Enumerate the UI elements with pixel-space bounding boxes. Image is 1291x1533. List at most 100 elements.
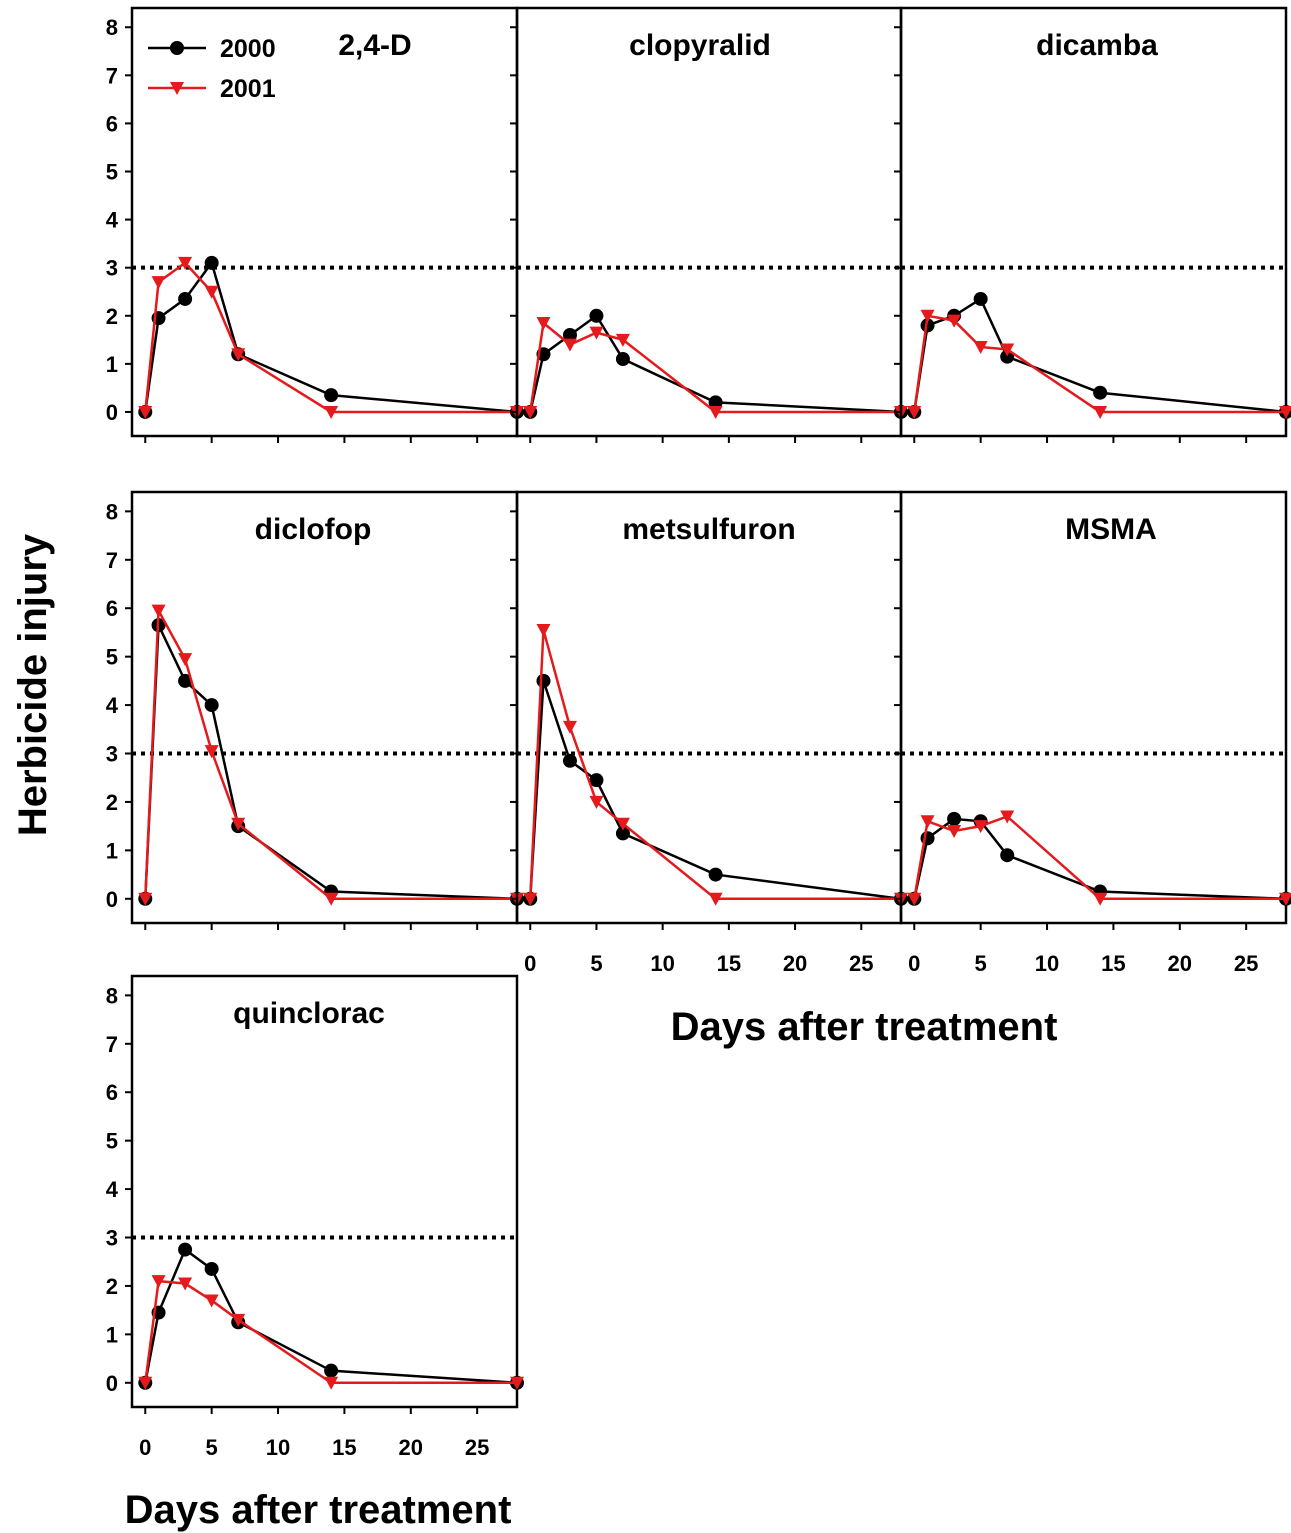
point-2001 bbox=[947, 314, 962, 328]
x-tick-label: 20 bbox=[399, 1435, 423, 1460]
chart-panels: 0 1 2 3 4 5 6 7 8 2,4-D clopyralid dicamba 0 1 2 3 4 5 6 7 8… bbox=[106, 6, 1291, 1460]
y-tick-label: 1 bbox=[106, 838, 118, 863]
y-tick-label: 6 bbox=[106, 1080, 118, 1105]
panel-title: MSMA bbox=[1065, 513, 1157, 546]
point-2001 bbox=[1093, 892, 1108, 906]
point-2001 bbox=[1279, 405, 1291, 419]
point-2001 bbox=[231, 1313, 246, 1327]
x-tick-label: 20 bbox=[1168, 951, 1192, 976]
point-2001 bbox=[231, 348, 246, 362]
y-tick-label: 7 bbox=[106, 548, 118, 573]
legend-label-2000: 2000 bbox=[220, 35, 276, 63]
point-2001 bbox=[151, 1275, 166, 1289]
y-tick-label: 2 bbox=[106, 790, 118, 815]
y-axis-title: Herbicide injury bbox=[11, 533, 55, 836]
point-2001 bbox=[324, 405, 339, 419]
point-2001 bbox=[536, 624, 551, 638]
x-tick-label: 5 bbox=[206, 1435, 218, 1460]
point-2001 bbox=[907, 892, 922, 906]
point-2001 bbox=[204, 285, 219, 299]
point-2001 bbox=[324, 1376, 339, 1390]
panel-frame bbox=[130, 974, 519, 1409]
point-2001 bbox=[324, 892, 339, 906]
x-tick-label: 10 bbox=[1035, 951, 1059, 976]
y-tick-label: 4 bbox=[106, 208, 119, 233]
series-line-2000 bbox=[144, 624, 518, 901]
x-tick-label: 15 bbox=[1101, 951, 1125, 976]
y-tick-label: 6 bbox=[106, 111, 118, 136]
x-axis-title-top: Days after treatment bbox=[671, 1005, 1058, 1049]
panel-title: clopyralid bbox=[629, 29, 771, 62]
panel-frame bbox=[515, 6, 903, 438]
y-tick-label: 8 bbox=[106, 983, 118, 1008]
y-tick-label: 0 bbox=[106, 400, 118, 425]
point-2000 bbox=[324, 1363, 339, 1378]
point-2001 bbox=[1093, 405, 1108, 419]
y-tick-label: 4 bbox=[106, 1177, 119, 1202]
x-tick-label: 5 bbox=[590, 951, 602, 976]
point-2001 bbox=[708, 892, 723, 906]
point-2000 bbox=[178, 673, 193, 688]
point-2001 bbox=[536, 316, 551, 330]
point-2001 bbox=[231, 817, 246, 831]
panel-dicamba: dicamba bbox=[894, 6, 1291, 443]
x-tick-label: 15 bbox=[717, 951, 741, 976]
point-2001 bbox=[1000, 343, 1015, 357]
point-2000 bbox=[562, 753, 577, 768]
point-2001 bbox=[151, 604, 166, 618]
y-tick-label: 7 bbox=[106, 63, 118, 88]
y-tick-label: 3 bbox=[106, 256, 118, 281]
panel-frame bbox=[899, 6, 1288, 438]
series-line-2000 bbox=[528, 680, 902, 901]
point-2000 bbox=[324, 388, 339, 403]
x-tick-label: 20 bbox=[783, 951, 807, 976]
panel-quinclorac: 0 1 2 3 4 5 6 7 8 0 5 10 15 20 25 quinclorac bbox=[106, 974, 524, 1460]
legend-label-2001: 2001 bbox=[220, 75, 276, 103]
point-2001 bbox=[920, 815, 935, 829]
x-axis-title-bottom: Days after treatment bbox=[125, 1488, 512, 1532]
point-2001 bbox=[138, 405, 153, 419]
y-tick-label: 2 bbox=[106, 304, 118, 329]
point-2001 bbox=[562, 720, 577, 734]
legend-marker-2000 bbox=[170, 41, 184, 55]
point-2001 bbox=[204, 1294, 219, 1308]
point-2001 bbox=[947, 824, 962, 838]
y-tick-label: 4 bbox=[106, 693, 119, 718]
point-2000 bbox=[589, 773, 604, 788]
point-2000 bbox=[178, 1242, 193, 1257]
point-2000 bbox=[178, 291, 193, 306]
point-2001 bbox=[138, 892, 153, 906]
point-2001 bbox=[708, 405, 723, 419]
y-tick-label: 2 bbox=[106, 1274, 118, 1299]
point-2000 bbox=[615, 826, 630, 841]
point-2000 bbox=[1000, 848, 1015, 863]
point-2001 bbox=[615, 333, 630, 347]
point-2001 bbox=[523, 405, 538, 419]
x-tick-label: 25 bbox=[465, 1435, 489, 1460]
point-2001 bbox=[138, 1376, 153, 1390]
point-2001 bbox=[1279, 892, 1291, 906]
y-tick-label: 7 bbox=[106, 1032, 118, 1057]
point-2001 bbox=[562, 338, 577, 352]
panel-metsulfuron: 0 5 10 15 20 25 metsulfuron bbox=[510, 490, 908, 976]
point-2000 bbox=[708, 395, 723, 410]
point-2000 bbox=[589, 308, 604, 323]
y-tick-label: 1 bbox=[106, 1322, 118, 1347]
point-2001 bbox=[615, 817, 630, 831]
y-tick-label: 3 bbox=[106, 742, 118, 767]
y-tick-label: 1 bbox=[106, 352, 118, 377]
y-tick-label: 8 bbox=[106, 15, 118, 40]
point-2001 bbox=[510, 1376, 524, 1390]
point-2000 bbox=[562, 328, 577, 343]
y-tick-label: 6 bbox=[106, 596, 118, 621]
x-tick-label: 0 bbox=[524, 951, 536, 976]
point-2000 bbox=[536, 673, 551, 688]
point-2000 bbox=[947, 811, 962, 826]
x-tick-label: 10 bbox=[650, 951, 674, 976]
y-tick-label: 5 bbox=[106, 1129, 118, 1154]
panel-frame bbox=[130, 490, 519, 925]
x-tick-label: 0 bbox=[139, 1435, 151, 1460]
point-2000 bbox=[708, 867, 723, 882]
panel-title: 2,4-D bbox=[338, 29, 411, 62]
